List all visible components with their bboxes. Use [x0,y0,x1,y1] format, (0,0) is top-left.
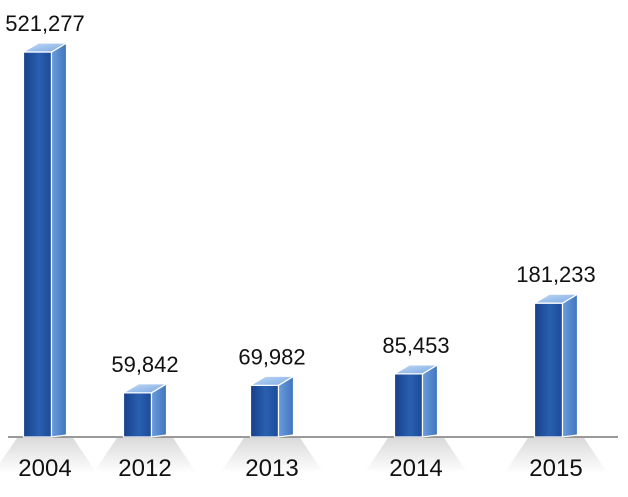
bar-front-face [249,384,280,438]
bar-2014 [392,363,440,438]
bar-floor-shadow [0,437,97,473]
bar-side-face [277,375,295,438]
bar-front-face [22,51,53,438]
bar-floor-shadow [93,437,197,473]
bar-top-face [248,375,296,386]
bar-floor-shadow [504,437,608,473]
category-tick-label: 2012 [118,455,171,482]
value-label: 181,233 [516,262,596,287]
bar-front-face [533,302,564,438]
bar-2013 [248,375,296,438]
bar-side-face [50,41,68,438]
value-label: 85,453 [382,333,449,358]
bar-side-face [421,363,439,438]
bar-front-face [122,392,153,438]
bar-2015 [532,293,580,438]
category-tick-label: 2015 [529,455,582,482]
value-label: 521,277 [5,11,85,36]
bar-2012 [121,382,169,438]
bar-2004 [21,41,69,438]
category-tick-label: 2014 [389,455,442,482]
category-tick-label: 2004 [18,455,71,482]
bar-side-face [561,293,579,438]
bar-front-face [393,373,424,438]
bar-floor-shadow [220,437,324,473]
bar-top-face [532,293,580,304]
category-tick-label: 2013 [245,455,298,482]
bar-top-face [392,364,440,375]
bar-top-face [21,42,69,53]
bar-floor-shadow [364,437,468,473]
value-label: 59,842 [111,352,178,377]
bar-top-face [121,383,169,394]
value-label: 69,982 [238,344,305,369]
